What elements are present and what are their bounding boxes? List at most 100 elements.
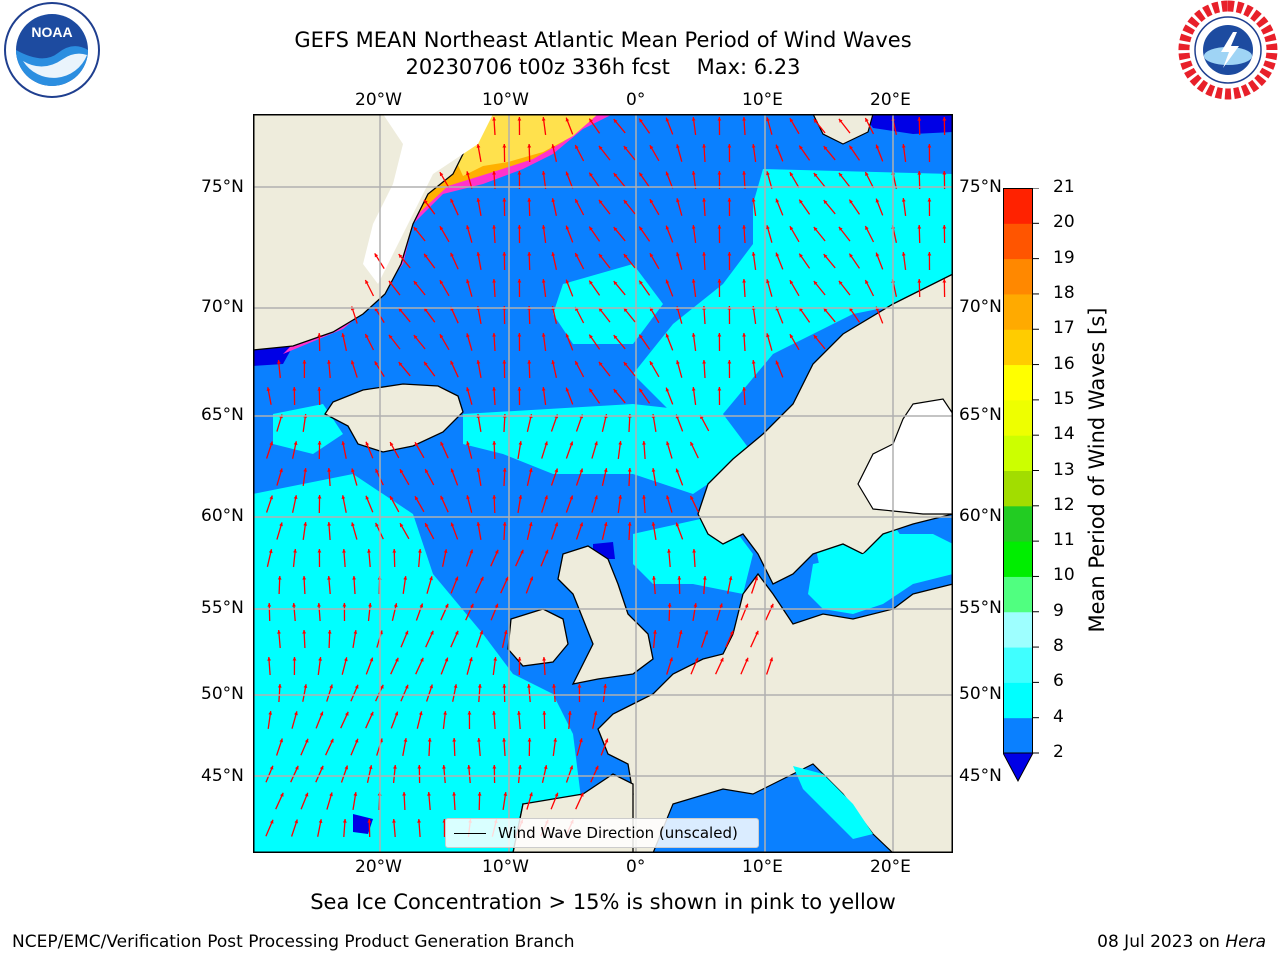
wind-arrow-head bbox=[717, 387, 722, 391]
wind-arrow-head bbox=[579, 468, 584, 473]
wind-arrow-head bbox=[942, 279, 947, 283]
wind-arrow-head bbox=[369, 657, 374, 662]
wind-arrow-head bbox=[676, 144, 680, 149]
wind-arrow-head bbox=[295, 765, 299, 770]
wind-arrow-head bbox=[374, 253, 379, 258]
wind-arrow-head bbox=[302, 630, 307, 634]
wind-arrow-head bbox=[467, 711, 472, 715]
wind-arrow-head bbox=[691, 117, 696, 121]
colorbar-tick-label: 11 bbox=[1053, 530, 1075, 551]
wind-arrow-head bbox=[766, 225, 770, 230]
wind-arrow-head bbox=[266, 387, 271, 391]
lat-label-left: 75°N bbox=[201, 177, 244, 197]
wind-arrow-head bbox=[567, 711, 572, 715]
colorbar-segment bbox=[1003, 647, 1033, 683]
wind-arrow-head bbox=[575, 361, 579, 365]
wind-arrow-head bbox=[398, 254, 403, 258]
wind-arrow-head bbox=[552, 684, 556, 688]
wind-arrow-head bbox=[598, 307, 603, 312]
wind-arrow-head bbox=[415, 496, 419, 501]
wind-arrow-head bbox=[766, 117, 770, 122]
wind-arrow-head bbox=[727, 252, 732, 256]
lat-label-right: 50°N bbox=[959, 684, 1002, 704]
lat-label-right: 70°N bbox=[959, 297, 1002, 317]
wind-arrow-head bbox=[294, 819, 298, 824]
wind-arrow-head bbox=[728, 576, 733, 580]
wind-arrow-head bbox=[789, 226, 794, 231]
wind-arrow-head bbox=[639, 118, 643, 123]
wind-arrow-head bbox=[502, 684, 507, 688]
wind-arrow-head bbox=[676, 360, 680, 365]
wind-arrow-head bbox=[303, 522, 308, 526]
wind-arrow-head bbox=[341, 333, 346, 337]
wind-arrow-head bbox=[477, 792, 482, 796]
wind-arrow-head bbox=[394, 711, 399, 716]
wind-arrow-head bbox=[639, 388, 643, 393]
wind-arrow-head bbox=[529, 792, 533, 797]
wind-arrow-head bbox=[294, 711, 298, 716]
colorbar-segment bbox=[1003, 223, 1033, 260]
wind-arrow-head bbox=[649, 145, 654, 150]
wind-arrow-head bbox=[589, 280, 593, 285]
wind-arrow-head bbox=[390, 496, 394, 501]
wind-arrow-head bbox=[742, 387, 746, 391]
lon-label-bottom: 10°W bbox=[482, 857, 529, 877]
wind-arrow-head bbox=[317, 387, 322, 391]
wind-arrow-head bbox=[603, 684, 607, 688]
lon-label-top: 0° bbox=[626, 90, 646, 110]
wind-arrow-head bbox=[694, 657, 699, 662]
wind-arrow-head bbox=[717, 171, 722, 175]
wind-arrow-head bbox=[623, 200, 628, 204]
wind-arrow-head bbox=[476, 468, 481, 472]
wind-arrow-head bbox=[479, 630, 484, 635]
wind-arrow-head bbox=[541, 171, 546, 175]
wind-arrow-head bbox=[593, 711, 598, 715]
wind-arrow-head bbox=[469, 657, 473, 662]
wind-arrow-head bbox=[554, 522, 559, 527]
wind-arrow-head bbox=[742, 117, 746, 121]
wind-arrow-head bbox=[702, 144, 706, 148]
footer-credit: NCEP/EMC/Verification Post Processing Pr… bbox=[12, 932, 575, 952]
colorbar-tick-label: 4 bbox=[1053, 706, 1064, 727]
wind-arrow-head bbox=[352, 576, 356, 580]
wind-arrow-head bbox=[418, 549, 422, 553]
wind-arrow-head bbox=[691, 225, 696, 229]
wind-arrow-head bbox=[492, 171, 496, 175]
wind-arrow-head bbox=[452, 738, 457, 742]
wind-arrow-head bbox=[279, 468, 283, 473]
wind-arrow-head bbox=[665, 279, 670, 284]
lon-label-bottom: 0° bbox=[626, 857, 646, 877]
wind-arrow-head bbox=[653, 630, 657, 634]
wind-arrow-head bbox=[579, 522, 584, 527]
wind-arrow-head bbox=[901, 144, 906, 148]
wind-arrow-head bbox=[527, 360, 532, 364]
wind-arrow-head bbox=[594, 765, 599, 770]
wind-arrow-head bbox=[755, 630, 759, 635]
wind-arrow-head bbox=[353, 630, 358, 634]
wind-arrow-head bbox=[280, 792, 284, 797]
wind-arrow-head bbox=[744, 657, 749, 662]
wind-arrow-head bbox=[269, 765, 274, 770]
wind-arrow-head bbox=[327, 522, 331, 526]
wind-arrow-head bbox=[368, 765, 373, 770]
wind-arrow-head bbox=[502, 360, 507, 364]
wind-arrow-head bbox=[751, 360, 756, 364]
wind-arrow-head bbox=[444, 657, 449, 662]
wind-arrow-head bbox=[492, 279, 496, 283]
colorbar-tick-label: 6 bbox=[1053, 671, 1064, 692]
wind-arrow-head bbox=[417, 819, 421, 823]
wind-arrow-head bbox=[719, 603, 723, 608]
colorbar-segment bbox=[1003, 505, 1033, 542]
wind-arrow-head bbox=[623, 146, 628, 150]
wind-arrow-head bbox=[665, 171, 670, 176]
wind-arrow-head bbox=[402, 792, 407, 796]
lat-label-left: 65°N bbox=[201, 405, 244, 425]
wind-arrow-head bbox=[770, 603, 774, 608]
wind-arrow-head bbox=[849, 199, 853, 204]
wind-arrow-head bbox=[551, 252, 556, 257]
wind-arrow-head bbox=[717, 225, 722, 229]
wind-arrow-head bbox=[553, 738, 558, 742]
wind-arrow-head bbox=[365, 441, 370, 446]
colorbar-segment bbox=[1003, 364, 1033, 401]
wind-arrow-head bbox=[838, 226, 843, 231]
